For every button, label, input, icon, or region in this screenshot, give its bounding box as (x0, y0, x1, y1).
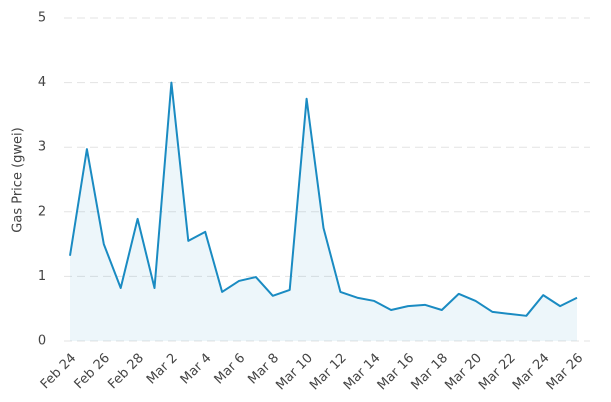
x-tick-label: Feb 24 (38, 351, 80, 393)
y-tick-label: 1 (38, 269, 46, 284)
x-tick-label: Mar 6 (212, 351, 249, 388)
x-tick-label: Mar 26 (544, 351, 587, 394)
x-tick-label: Mar 10 (273, 351, 316, 394)
x-tick-label: Feb 28 (105, 351, 147, 393)
x-tick-label: Mar 22 (476, 351, 519, 394)
x-tick-label: Mar 4 (178, 351, 215, 388)
y-tick-label: 0 (38, 334, 46, 349)
y-axis-label: Gas Price (gwei) (11, 127, 26, 232)
x-tick-label: Mar 16 (375, 351, 418, 394)
x-tick-label: Mar 18 (409, 351, 452, 394)
y-tick-label: 2 (38, 204, 46, 219)
y-tick-label: 3 (38, 140, 46, 155)
y-tick-label: 4 (38, 75, 46, 90)
x-tick-label: Feb 26 (72, 351, 114, 393)
x-tick-label: Mar 20 (442, 351, 485, 394)
x-tick-label: Mar 24 (510, 351, 553, 394)
area (70, 82, 577, 341)
y-tick-label: 5 (38, 11, 46, 26)
line (69, 81, 578, 317)
x-tick-label: Mar 2 (144, 351, 181, 388)
x-tick-label: Mar 12 (307, 351, 350, 394)
x-tick-label: Mar 14 (341, 351, 384, 394)
